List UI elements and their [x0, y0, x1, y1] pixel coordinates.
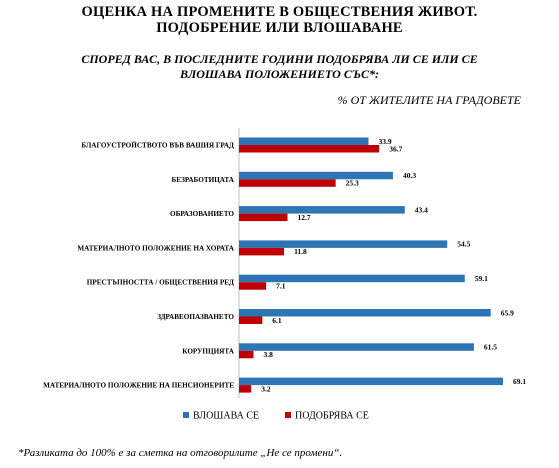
chart-title-line-1: ОЦЕНКА НА ПРОМЕНИТЕ В ОБЩЕСТВЕНИЯ ЖИВОТ.: [81, 4, 478, 20]
legend-swatch-worsening: [183, 412, 189, 418]
value-label-worsening: 33.9: [378, 137, 391, 146]
bar-worsening: [239, 171, 393, 180]
category-label: БЕЗРАБОТИЦАТА: [171, 176, 234, 184]
value-label-worsening: 65.9: [501, 308, 514, 317]
value-label-worsening: 59.1: [475, 274, 488, 283]
bar-improving: [239, 247, 285, 256]
category-label: БЛАГОУСТРОЙСТВОТО ВЪВ ВАШИЯ ГРАД: [81, 141, 234, 150]
bar-worsening: [239, 206, 405, 214]
value-label-improving: 6.1: [272, 316, 282, 325]
category-label: ОБРАЗОВАНИЕТО: [170, 210, 234, 218]
bar-improving: [239, 145, 380, 153]
category-label: ПРЕСТЪПНОСТТА / ОБЩЕСТВЕНИЯ РЕД: [87, 279, 234, 287]
legend-label-worsening: ВЛОШАВА СЕ: [193, 411, 259, 422]
bar-improving: [239, 179, 336, 187]
category-label: МАТЕРИАЛНОТО ПОЛОЖЕНИЕ НА ХОРАТА: [77, 244, 234, 252]
bar-improving: [239, 213, 288, 222]
value-label-improving: 7.1: [276, 282, 286, 291]
value-label-worsening: 61.5: [484, 343, 497, 352]
bar-worsening: [239, 377, 503, 386]
value-label-improving: 3.2: [261, 384, 271, 393]
legend-label-improving: ПОДОБРЯВА СЕ: [295, 411, 369, 422]
question-line-1: СПОРЕД ВАС, В ПОСЛЕДНИТЕ ГОДИНИ ПОДОБРЯВ…: [81, 52, 478, 66]
bar-improving: [239, 282, 267, 290]
value-label-worsening: 69.1: [513, 377, 526, 386]
value-label-worsening: 43.4: [415, 205, 428, 214]
bar-improving: [239, 316, 263, 324]
value-label-improving: 11.8: [294, 247, 307, 256]
value-label-worsening: 54.5: [457, 240, 470, 249]
value-label-improving: 36.7: [389, 144, 402, 153]
bar-worsening: [239, 343, 474, 351]
base-note: % ОТ ЖИТЕЛИТЕ НА ГРАДОВЕТЕ: [337, 93, 521, 107]
bar-worsening: [239, 274, 465, 283]
legend-swatch-improving: [285, 412, 291, 418]
value-label-improving: 12.7: [298, 213, 311, 222]
category-label: КОРУПЦИЯТА: [182, 347, 235, 355]
chart-legend: ВЛОШАВА СЕ ПОДОБРЯВА СЕ: [183, 411, 369, 422]
bar-improving: [239, 385, 252, 393]
value-label-worsening: 40.3: [403, 171, 416, 180]
footnote: *Разликата до 100% е за сметка на отгово…: [18, 447, 343, 459]
value-label-improving: 25.3: [346, 179, 359, 188]
category-label: МАТЕРИАЛНОТО ПОЛОЖЕНИЕ НА ПЕНСИОНЕРИТЕ: [43, 382, 234, 390]
bars-layer: БЛАГОУСТРОЙСТВОТО ВЪВ ВАШИЯ ГРАД 33.936.7…: [43, 137, 526, 394]
bar-worsening: [239, 309, 491, 317]
bar-improving: [239, 350, 254, 359]
bar-worsening: [239, 137, 369, 145]
chart-title-line-2: ПОДОБРЕНИЕ ИЛИ ВЛОШАВАНЕ: [156, 20, 403, 36]
bar-worsening: [239, 240, 448, 248]
category-label: ЗДРАВЕОПАЗВАНЕТО: [157, 313, 234, 321]
value-label-improving: 3.8: [264, 350, 274, 359]
question-line-2: ВЛОШАВА ПОЛОЖЕНИЕТО СЪС*:: [180, 67, 379, 81]
